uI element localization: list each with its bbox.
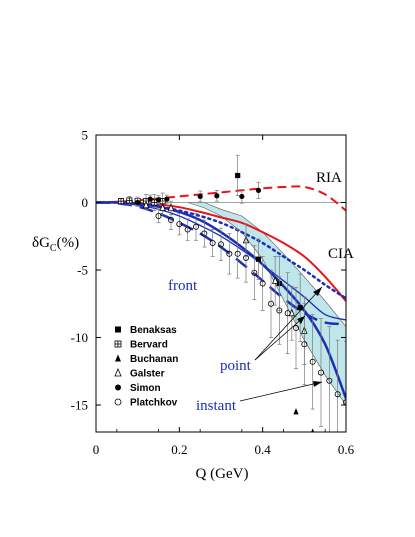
point-platchkov bbox=[209, 239, 216, 246]
point-benaksas bbox=[255, 256, 262, 262]
y-tick-label: 5 bbox=[82, 128, 89, 143]
point-platchkov bbox=[326, 377, 333, 384]
point-galster bbox=[159, 203, 166, 211]
legend-marker-benaksas bbox=[115, 326, 121, 333]
y-tick-label: -10 bbox=[71, 330, 88, 345]
y-axis-label-tail: (%) bbox=[57, 235, 80, 251]
legend-marker-bervard bbox=[114, 340, 122, 348]
annotation-arrows bbox=[239, 286, 323, 402]
point-platchkov bbox=[267, 300, 274, 307]
point-bervard bbox=[118, 198, 125, 205]
arrowhead-point-a bbox=[297, 316, 305, 324]
plot-frame bbox=[95, 134, 347, 433]
legend-label-simon: Simon bbox=[130, 383, 161, 394]
point-simon bbox=[147, 196, 153, 202]
point-simon bbox=[155, 197, 162, 203]
x-axis-label: Q (GeV) bbox=[196, 466, 249, 482]
point-platchkov bbox=[317, 369, 324, 376]
x-tick-label: 0.4 bbox=[255, 442, 272, 457]
point-platchkov bbox=[309, 358, 316, 365]
point-simon bbox=[197, 193, 203, 200]
y-tick-label: -15 bbox=[71, 398, 88, 413]
point-platchkov bbox=[167, 217, 174, 224]
point-simon bbox=[164, 196, 170, 202]
annotation-front: front bbox=[168, 278, 198, 294]
point-platchkov bbox=[155, 212, 162, 219]
y-axis-label: δGC(%) bbox=[32, 235, 79, 254]
point-buchanan bbox=[311, 428, 315, 432]
legend-marker-buchanan bbox=[115, 354, 121, 362]
point-galster bbox=[271, 276, 279, 284]
legend-marker-platchkov bbox=[114, 398, 122, 406]
y-axis-label-sub: C bbox=[50, 243, 57, 254]
point-platchkov bbox=[176, 221, 183, 228]
point-platchkov bbox=[201, 230, 208, 237]
legend-marker-simon bbox=[115, 384, 121, 391]
point-platchkov bbox=[192, 223, 199, 230]
arrow-point-b bbox=[254, 286, 323, 361]
arrow-point-a bbox=[254, 315, 306, 361]
point-platchkov bbox=[284, 310, 291, 317]
point-platchkov bbox=[226, 250, 233, 257]
legend-label-buchanan: Buchanan bbox=[130, 354, 178, 365]
annotation-instant: instant bbox=[196, 398, 237, 414]
legend-label-platchkov: Platchkov bbox=[130, 398, 178, 409]
point-platchkov bbox=[334, 391, 341, 398]
annotation-cia: CIA bbox=[328, 246, 354, 262]
point-simon bbox=[135, 199, 141, 206]
point-buchanan bbox=[293, 408, 299, 415]
legend: Benaksas Bervard Buchanan Galster Simon Platc… bbox=[114, 325, 178, 409]
point-benaksas bbox=[235, 172, 241, 179]
point-platchkov bbox=[184, 226, 191, 233]
y-tick-label: -5 bbox=[77, 263, 88, 278]
x-tick-label: 0.6 bbox=[338, 442, 355, 457]
x-tick-label: 0.2 bbox=[171, 442, 187, 457]
point-simon bbox=[214, 193, 220, 199]
legend-label-galster: Galster bbox=[130, 369, 165, 380]
point-platchkov bbox=[276, 307, 283, 314]
curve-ria bbox=[96, 185, 346, 212]
point-benaksas bbox=[297, 305, 303, 311]
legend-label-bervard: Bervard bbox=[130, 340, 168, 351]
point-simon bbox=[255, 187, 262, 193]
annotation-arrowheads bbox=[297, 287, 322, 387]
x-tick-label: 0 bbox=[93, 442, 100, 457]
arrow-instant bbox=[239, 381, 323, 402]
annotation-point: point bbox=[220, 358, 252, 374]
point-platchkov bbox=[234, 250, 241, 257]
point-bervard bbox=[151, 199, 158, 206]
axis-ticks: 0 0.2 0.4 0.6 5 0 -5 -10 -15 bbox=[71, 128, 355, 458]
arrowhead-instant bbox=[313, 381, 322, 387]
point-platchkov bbox=[217, 241, 224, 248]
point-bervard bbox=[126, 197, 133, 204]
point-simon bbox=[239, 193, 245, 200]
point-platchkov bbox=[242, 254, 249, 261]
point-platchkov bbox=[259, 280, 266, 287]
annotation-ria: RIA bbox=[316, 170, 342, 186]
y-tick-label: 0 bbox=[82, 195, 89, 210]
point-platchkov bbox=[301, 341, 308, 348]
point-platchkov bbox=[251, 269, 258, 276]
arrowhead-point-b bbox=[313, 287, 322, 296]
legend-marker-galster bbox=[114, 367, 122, 377]
point-platchkov bbox=[292, 325, 299, 332]
data-points bbox=[118, 154, 346, 432]
point-galster bbox=[142, 200, 150, 209]
y-axis-label-main: δG bbox=[32, 235, 50, 251]
legend-label-benaksas: Benaksas bbox=[130, 325, 177, 336]
